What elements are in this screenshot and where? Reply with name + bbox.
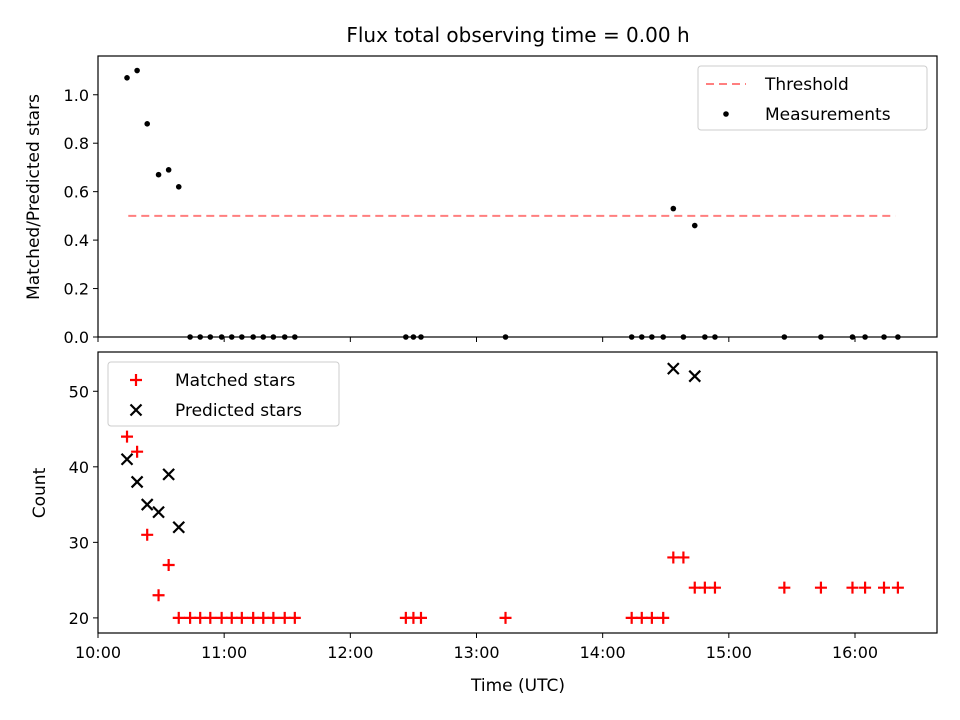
series-predicted-stars (120, 362, 702, 534)
legend-label: Threshold (764, 75, 849, 95)
chart-title: Flux total observing time = 0.00 h (346, 23, 689, 47)
x-tick-label: 15:00 (706, 643, 752, 662)
legend-box (697, 65, 928, 131)
matched-point (141, 528, 154, 541)
matched-point (414, 611, 427, 624)
count-axes: Count Time (UTC) 20 30 40 50 10:00 11:00 12:00… (30, 351, 938, 696)
legend-measurement-swatch (723, 111, 729, 117)
y-tick-label: 40 (69, 458, 89, 477)
measurement-point (144, 121, 151, 127)
matched-point (162, 559, 175, 572)
legend: Matched stars Predicted stars (107, 361, 340, 427)
matched-point (859, 581, 872, 594)
matched-point (667, 551, 680, 564)
measurement-point (175, 184, 182, 190)
predicted-point (152, 505, 165, 519)
axes-frame (97, 351, 938, 634)
matched-point (235, 611, 248, 624)
matched-point (204, 611, 217, 624)
predicted-point (120, 452, 134, 466)
predicted-point (688, 369, 702, 383)
matched-point (657, 611, 670, 624)
predicted-point (667, 362, 680, 375)
matched-point (677, 551, 690, 564)
matched-point (278, 611, 291, 624)
predicted-point (130, 475, 144, 489)
ratio-axes: Matched/Predicted stars 0.0 0.2 0.4 0.6 0.8 1… (24, 55, 938, 347)
x-tick-label: 16:00 (832, 643, 878, 662)
matched-point (688, 581, 701, 594)
matched-point (194, 611, 207, 624)
x-tick-label: 12:00 (327, 643, 373, 662)
bottom-y-axis-label: Count (30, 467, 50, 518)
y-tick-label: 0.8 (64, 134, 89, 153)
matched-point (184, 611, 197, 624)
x-tick-label: 13:00 (453, 643, 499, 662)
measurement-point (124, 75, 130, 81)
legend-box (107, 361, 340, 427)
y-tick-label: 1.0 (64, 86, 89, 105)
predicted-point (172, 520, 186, 534)
matched-point (625, 611, 638, 624)
predicted-point (162, 468, 175, 481)
top-y-axis-label: Matched/Predicted stars (24, 94, 44, 300)
matched-point (814, 581, 827, 594)
matched-point (267, 611, 280, 624)
y-tick-label: 30 (69, 533, 89, 552)
legend-label: Predicted stars (175, 401, 302, 421)
measurement-point (670, 205, 677, 212)
matched-point (225, 611, 238, 624)
matched-point (121, 430, 134, 443)
legend-label: Matched stars (175, 371, 295, 391)
matched-point (708, 581, 721, 594)
matched-point (247, 611, 260, 624)
x-tick-label: 11:00 (201, 643, 247, 662)
legend: Threshold Measurements (697, 65, 928, 131)
matched-point (172, 611, 185, 624)
measurement-point (134, 67, 140, 74)
matched-point (288, 611, 301, 624)
matched-point (645, 611, 658, 624)
matched-point (891, 581, 904, 594)
measurement-point (691, 222, 698, 229)
matched-point (131, 445, 144, 458)
matched-point (778, 581, 791, 594)
legend-matched-swatch (130, 374, 142, 386)
y-tick-label: 0.2 (64, 280, 89, 299)
matched-point (257, 611, 270, 624)
y-tick-label: 50 (69, 382, 89, 401)
x-tick-label: 14:00 (580, 643, 626, 662)
matched-point (499, 611, 512, 624)
measurement-point (165, 167, 172, 173)
y-tick-label: 0.4 (64, 231, 89, 250)
matched-point (878, 581, 891, 594)
y-tick-label: 0.0 (64, 328, 89, 347)
legend-label: Measurements (765, 105, 891, 125)
axes-frame (97, 55, 938, 338)
x-axis-label: Time (UTC) (470, 676, 565, 696)
matched-point (698, 581, 711, 594)
predicted-point (140, 498, 154, 511)
y-tick-label: 0.6 (64, 183, 89, 202)
legend-predicted-swatch (129, 403, 143, 417)
matched-point (635, 611, 648, 624)
x-tick-label: 10:00 (75, 643, 121, 662)
measurement-point (155, 171, 162, 178)
matched-point (215, 611, 228, 624)
series-matched-stars (121, 430, 904, 624)
matched-point (846, 581, 859, 594)
y-tick-label: 20 (69, 609, 89, 628)
matched-point (152, 589, 165, 602)
